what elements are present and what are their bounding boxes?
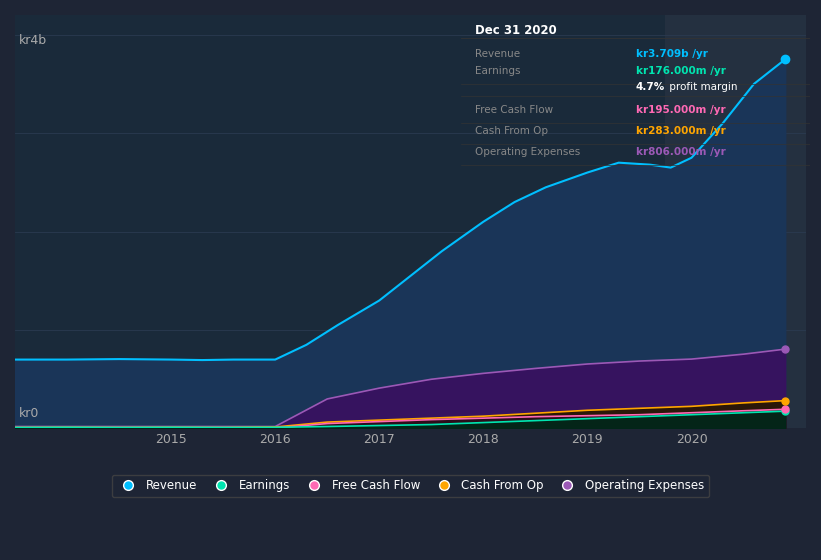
Text: Operating Expenses: Operating Expenses <box>475 147 580 157</box>
Text: Revenue: Revenue <box>475 49 521 59</box>
Bar <box>666 15 806 428</box>
Text: profit margin: profit margin <box>666 82 737 92</box>
Text: Earnings: Earnings <box>475 66 521 76</box>
Text: Dec 31 2020: Dec 31 2020 <box>475 24 557 37</box>
Text: kr195.000m /yr: kr195.000m /yr <box>636 105 726 115</box>
Text: Free Cash Flow: Free Cash Flow <box>475 105 553 115</box>
Text: kr176.000m /yr: kr176.000m /yr <box>636 66 726 76</box>
Text: kr4b: kr4b <box>19 34 47 46</box>
Text: kr0: kr0 <box>19 407 39 420</box>
Legend: Revenue, Earnings, Free Cash Flow, Cash From Op, Operating Expenses: Revenue, Earnings, Free Cash Flow, Cash … <box>112 474 709 497</box>
Text: Cash From Op: Cash From Op <box>475 126 548 136</box>
Text: kr806.000m /yr: kr806.000m /yr <box>636 147 726 157</box>
Text: 4.7%: 4.7% <box>636 82 665 92</box>
Text: kr283.000m /yr: kr283.000m /yr <box>636 126 726 136</box>
Text: kr3.709b /yr: kr3.709b /yr <box>636 49 708 59</box>
